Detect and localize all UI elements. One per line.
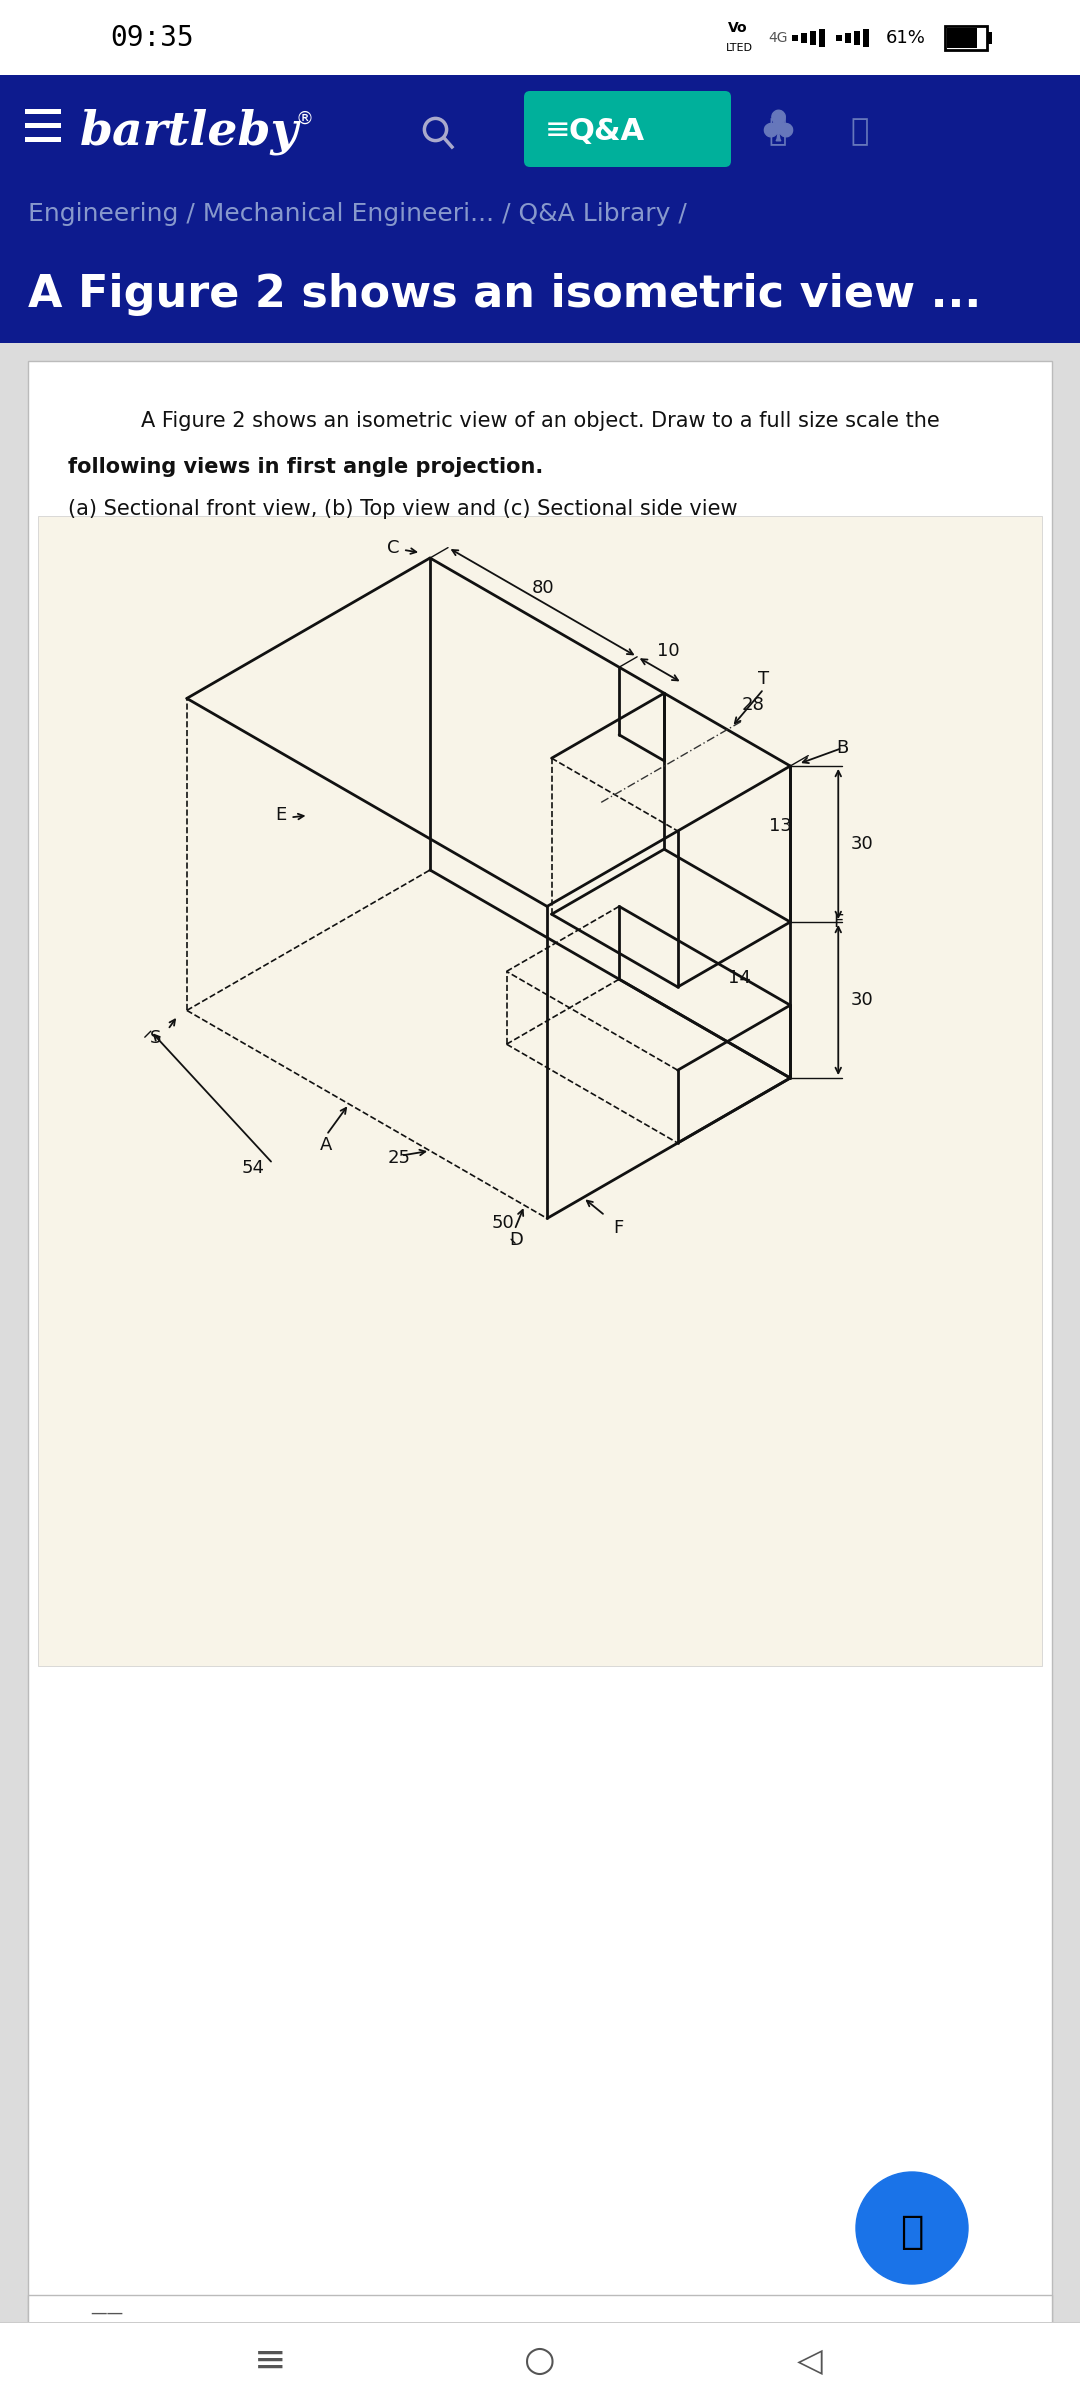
Bar: [0, 245, 1080, 343]
Circle shape: [856, 2172, 968, 2285]
Text: ○: ○: [524, 2345, 556, 2378]
Bar: [0, 182, 1080, 245]
Bar: [0, 74, 1080, 182]
Bar: [28, 2294, 1052, 2330]
Text: C: C: [387, 538, 400, 557]
Bar: [863, 29, 869, 48]
Bar: [947, 29, 977, 48]
Bar: [38, 516, 1042, 1666]
Bar: [810, 31, 816, 46]
Text: S: S: [150, 1030, 162, 1046]
Bar: [987, 31, 993, 43]
Bar: [792, 36, 798, 41]
Text: 80: 80: [531, 578, 554, 598]
Bar: [845, 34, 851, 43]
Text: 10: 10: [658, 641, 680, 660]
Text: 13: 13: [769, 816, 792, 835]
Text: 61%: 61%: [886, 29, 926, 48]
Text: 28: 28: [742, 696, 765, 715]
Text: 4G: 4G: [768, 31, 787, 46]
Text: (a) Sectional front view, (b) Top view and (c) Sectional side view: (a) Sectional front view, (b) Top view a…: [68, 499, 738, 518]
Text: 50: 50: [492, 1214, 515, 1234]
Bar: [0, 343, 1080, 2400]
FancyBboxPatch shape: [524, 91, 731, 168]
Text: 25: 25: [388, 1150, 411, 1166]
Text: LTED: LTED: [726, 43, 753, 53]
Bar: [854, 31, 860, 46]
Bar: [836, 36, 842, 41]
Bar: [25, 108, 60, 113]
Bar: [819, 29, 825, 48]
Text: 30: 30: [850, 991, 873, 1008]
Text: 14: 14: [728, 970, 752, 986]
Bar: [0, 0, 1080, 74]
Bar: [28, 360, 1052, 2381]
Text: A Figure 2 shows an isometric view ...: A Figure 2 shows an isometric view ...: [28, 274, 982, 317]
Text: F: F: [613, 1219, 623, 1236]
Text: Engineering / Mechanical Engineeri... / Q&A Library /: Engineering / Mechanical Engineeri... / …: [28, 202, 687, 226]
Text: bartleby: bartleby: [80, 108, 299, 156]
Text: A: A: [321, 1135, 333, 1154]
Text: ◁: ◁: [797, 2345, 823, 2378]
Text: A Figure 2 shows an isometric view of an object. Draw to a full size scale the: A Figure 2 shows an isometric view of an…: [140, 410, 940, 432]
Text: ——: ——: [90, 2304, 123, 2323]
Bar: [945, 26, 987, 50]
Text: 09:35: 09:35: [110, 24, 193, 53]
Text: 30: 30: [850, 835, 873, 852]
Text: 💬: 💬: [901, 2213, 923, 2251]
Bar: [0, 2323, 1080, 2400]
Text: E: E: [274, 806, 286, 826]
Bar: [25, 137, 60, 142]
Text: T: T: [758, 670, 769, 689]
Text: ®: ®: [296, 110, 314, 127]
Text: 54: 54: [242, 1159, 265, 1176]
Bar: [25, 122, 60, 127]
Text: F: F: [833, 912, 843, 931]
Text: following views in first angle projection.: following views in first angle projectio…: [68, 456, 543, 478]
Bar: [801, 34, 807, 43]
Text: ≡: ≡: [545, 118, 570, 146]
Text: B: B: [836, 739, 849, 756]
Text: Vo: Vo: [728, 22, 747, 36]
Text: 🔔: 🔔: [769, 118, 787, 146]
Text: Q&A: Q&A: [568, 118, 644, 146]
Text: 👤: 👤: [851, 118, 869, 146]
Text: ≡: ≡: [254, 2342, 286, 2381]
Text: D: D: [510, 1231, 524, 1248]
